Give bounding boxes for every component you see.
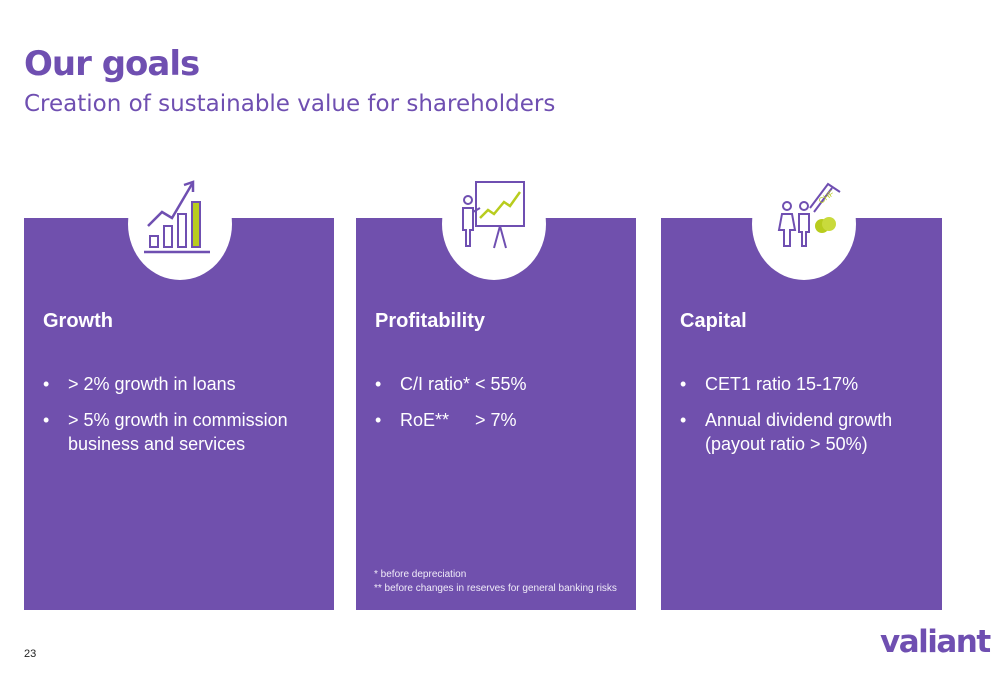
list-item: RoE** > 7% <box>375 408 527 432</box>
bullet-list: CET1 ratio 15-17% Annual dividend growth… <box>680 372 942 468</box>
bar-chart-growth-icon <box>144 180 210 254</box>
metric-value: > 7% <box>475 410 517 430</box>
card-heading: Profitability <box>375 310 486 332</box>
page-title: Our goals <box>24 44 200 84</box>
growth-card: Growth > 2% growth in loans > 5% growth … <box>24 218 334 610</box>
footnote: * before depreciation <box>374 569 467 580</box>
profitability-badge <box>442 168 546 280</box>
metric-label: C/I ratio* <box>400 374 471 394</box>
valiant-logo: valiant <box>880 624 991 660</box>
presenter-chart-icon <box>462 181 525 249</box>
card-heading: Capital <box>680 310 747 332</box>
card-heading: Growth <box>43 310 113 332</box>
profitability-card: Profitability C/I ratio*< 55% RoE**> 7% … <box>356 218 636 610</box>
list-item: CET1 ratio 15-17% <box>680 372 942 396</box>
footnote: ** before changes in reserves for genera… <box>374 583 617 594</box>
bullet-list: > 2% growth in loans > 5% growth in comm… <box>43 372 334 468</box>
capital-badge: CHF <box>752 168 856 280</box>
capital-card: Capital CET1 ratio 15-17% Annual dividen… <box>661 218 942 610</box>
list-item: > 2% growth in loans <box>43 372 334 396</box>
bullet-list: C/I ratio*< 55% RoE** > 7% <box>375 372 527 444</box>
metric-label: RoE** <box>400 410 450 430</box>
people-coins-chf-icon: CHF <box>777 182 841 247</box>
list-item: C/I ratio*< 55% <box>375 372 527 396</box>
list-item: Annual dividend growth (payout ratio > 5… <box>680 408 942 456</box>
page-subtitle: Creation of sustainable value for shareh… <box>24 91 556 117</box>
page-number: 23 <box>24 648 37 660</box>
chf-label: CHF <box>817 189 836 206</box>
list-item: > 5% growth in commission business and s… <box>43 408 334 456</box>
footnotes: * before depreciation ** before changes … <box>374 568 617 596</box>
metric-value: < 55% <box>475 374 527 394</box>
growth-badge <box>128 168 232 280</box>
